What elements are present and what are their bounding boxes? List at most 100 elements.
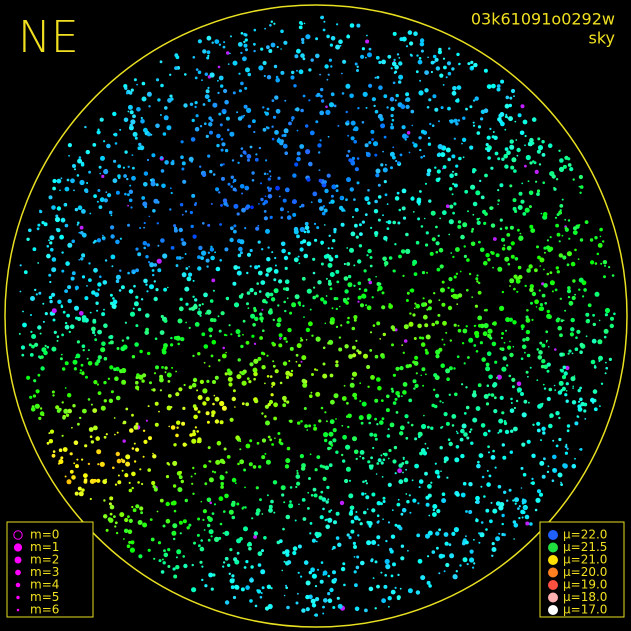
star xyxy=(397,498,400,501)
star xyxy=(457,328,462,333)
star xyxy=(436,153,441,157)
star xyxy=(114,525,117,528)
star xyxy=(525,370,529,374)
star xyxy=(309,453,312,456)
star xyxy=(278,317,282,321)
star xyxy=(277,432,281,435)
star xyxy=(222,45,226,49)
star xyxy=(252,323,256,327)
star xyxy=(463,412,467,415)
star xyxy=(304,225,310,230)
star xyxy=(521,516,524,519)
star xyxy=(278,343,283,348)
star xyxy=(440,106,444,110)
star xyxy=(531,481,535,485)
star xyxy=(99,275,102,279)
star xyxy=(347,149,351,153)
star xyxy=(421,336,425,340)
star xyxy=(335,325,339,329)
star xyxy=(479,179,482,183)
star xyxy=(197,395,203,400)
star xyxy=(354,62,358,66)
star xyxy=(603,335,607,339)
star xyxy=(269,24,272,27)
star xyxy=(310,598,316,604)
magnitude-marker xyxy=(14,556,22,564)
star xyxy=(226,51,230,55)
star xyxy=(192,429,196,433)
star xyxy=(567,219,571,222)
star xyxy=(69,324,75,330)
star xyxy=(448,441,453,447)
star xyxy=(509,278,515,284)
star xyxy=(441,302,446,307)
star xyxy=(391,343,394,347)
star xyxy=(367,385,370,388)
star xyxy=(71,271,76,276)
star xyxy=(72,359,78,365)
star xyxy=(367,201,371,205)
star xyxy=(409,41,414,46)
star xyxy=(352,436,357,442)
star xyxy=(369,264,373,268)
star xyxy=(287,211,289,213)
star xyxy=(584,220,589,225)
star xyxy=(259,336,263,340)
star xyxy=(125,407,129,411)
star xyxy=(210,587,214,591)
star xyxy=(508,488,512,492)
star xyxy=(276,45,279,49)
star xyxy=(300,466,306,471)
star xyxy=(448,187,453,191)
star xyxy=(208,327,214,333)
star xyxy=(404,414,409,419)
star xyxy=(558,210,562,215)
star xyxy=(535,180,538,183)
star xyxy=(311,538,316,543)
star xyxy=(495,536,501,542)
star xyxy=(231,159,235,162)
star xyxy=(226,204,229,207)
star xyxy=(513,95,515,98)
star xyxy=(203,344,209,349)
star xyxy=(206,497,212,503)
star xyxy=(250,205,254,210)
star xyxy=(475,517,478,520)
star xyxy=(420,49,424,53)
star xyxy=(564,445,568,448)
star xyxy=(221,405,227,411)
star xyxy=(369,432,374,437)
star xyxy=(343,583,346,587)
star xyxy=(472,121,475,124)
star xyxy=(76,340,80,344)
star xyxy=(422,297,425,300)
star xyxy=(60,456,64,460)
magnitude-label: m=2 xyxy=(30,553,59,567)
star xyxy=(236,111,239,114)
star xyxy=(329,272,335,277)
star xyxy=(447,305,453,311)
star xyxy=(505,95,510,100)
star xyxy=(142,373,147,378)
star xyxy=(557,390,563,395)
star xyxy=(426,271,428,274)
star xyxy=(463,362,466,365)
star xyxy=(173,574,178,579)
star xyxy=(372,446,375,450)
star xyxy=(304,424,308,428)
star xyxy=(433,60,436,64)
star xyxy=(109,293,113,297)
star xyxy=(282,527,285,531)
star xyxy=(266,186,270,190)
star xyxy=(128,481,131,484)
star xyxy=(212,470,214,473)
star xyxy=(241,380,247,386)
star xyxy=(215,187,220,192)
star xyxy=(592,389,598,394)
star xyxy=(261,586,265,590)
star xyxy=(222,561,226,564)
star xyxy=(350,120,356,126)
star xyxy=(487,333,492,338)
star xyxy=(529,522,533,526)
star xyxy=(301,608,306,613)
